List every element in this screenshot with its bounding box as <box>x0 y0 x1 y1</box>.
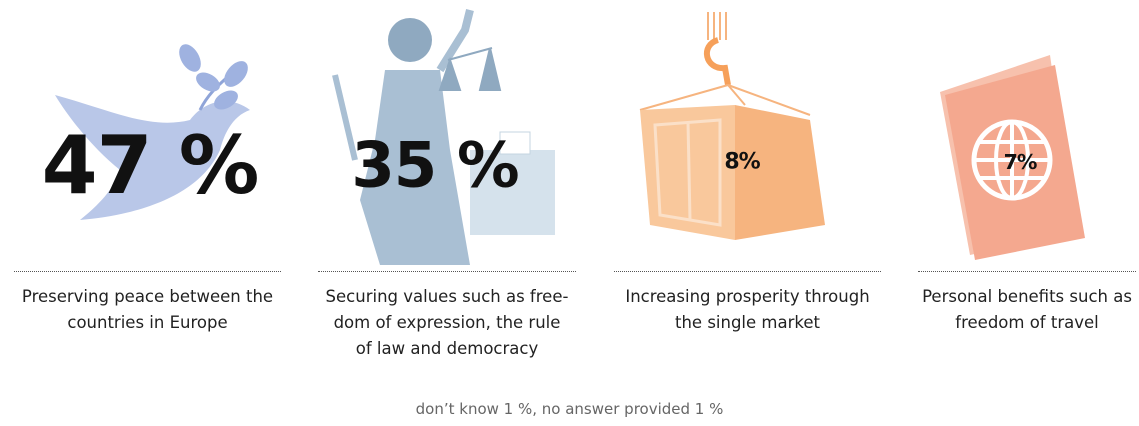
divider <box>614 271 881 272</box>
divider <box>918 271 1136 272</box>
category-label: Personal benefits such as freedom of tra… <box>922 287 1132 332</box>
category-label: Securing values such as free- dom of exp… <box>325 287 569 358</box>
divider <box>14 271 281 272</box>
justice-illustration <box>332 9 555 265</box>
value-label: 35 % <box>351 128 519 202</box>
dove-illustration <box>55 44 250 220</box>
value-label: 8% <box>724 149 760 175</box>
footnote: don’t know 1 %, no answer provided 1 % <box>415 400 724 418</box>
category-label: Preserving peace between the countries i… <box>21 287 274 332</box>
value-label: 47 % <box>41 118 260 212</box>
value-label: 7% <box>1003 150 1038 174</box>
category-label: Increasing prosperity through the single… <box>625 287 870 332</box>
divider <box>318 271 576 272</box>
passport-illustration <box>940 55 1085 260</box>
container-illustration <box>639 12 825 240</box>
